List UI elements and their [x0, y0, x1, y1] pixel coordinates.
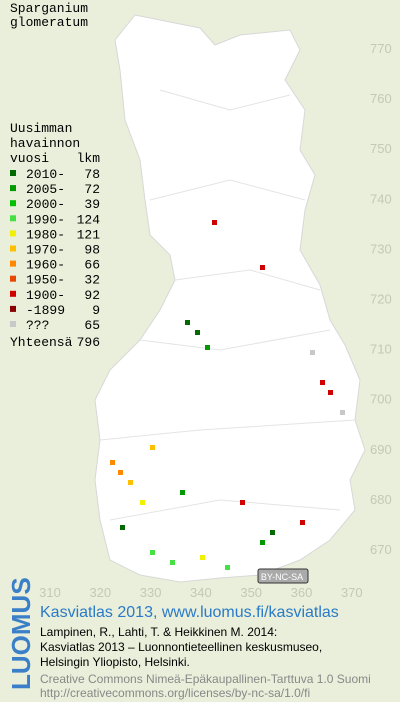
legend-count: 65: [84, 318, 100, 333]
citation: Kasviatlas 2013 – Luonnontieteellinen ke…: [40, 640, 322, 654]
count-header: lkm: [77, 151, 101, 166]
legend-label: 1990-: [26, 212, 65, 227]
legend-label: ???: [26, 318, 49, 333]
legend-swatch: [10, 230, 16, 237]
legend-count: 98: [84, 243, 100, 258]
legend-heading: Uusimman: [10, 121, 72, 136]
legend-label: 2010-: [26, 167, 65, 182]
legend-swatch: [10, 321, 16, 327]
east-label: 360: [291, 585, 313, 600]
north-label: 750: [370, 141, 392, 156]
east-label: 310: [39, 585, 61, 600]
finland-outline: [94, 14, 366, 583]
legend-label: 1980-: [26, 227, 65, 242]
cc-badge: BY-NC-SA: [257, 568, 309, 584]
legend-heading: havainnon: [10, 136, 80, 151]
north-label: 690: [370, 442, 392, 457]
legend-count: 124: [77, 212, 101, 227]
total-count: 796: [77, 335, 100, 350]
north-label: 700: [370, 392, 392, 407]
east-label: 350: [240, 585, 262, 600]
legend-count: 39: [84, 197, 100, 212]
legend-label: 1950-: [26, 273, 65, 288]
east-label: 340: [190, 585, 212, 600]
north-label: 720: [370, 292, 392, 307]
legend-swatch: [10, 275, 16, 282]
north-label: 680: [370, 492, 392, 507]
legend-count: 78: [84, 167, 100, 182]
legend-count: 72: [84, 182, 100, 197]
legend-label: 1970-: [26, 243, 65, 258]
legend-count: 32: [84, 273, 100, 288]
legend-swatch: [10, 260, 16, 267]
east-label: 370: [341, 585, 363, 600]
license: Creative Commons Nimeä-Epäkaupallinen-Ta…: [40, 672, 371, 686]
legend-label: 1960-: [26, 258, 65, 273]
legend-heading: vuosi: [10, 151, 49, 166]
legend-swatch: [10, 245, 16, 252]
total-label: Yhteensä: [10, 335, 73, 350]
citation: Helsingin Yliopisto, Helsinki.: [40, 655, 190, 669]
legend-label: -1899: [26, 303, 65, 318]
legend-swatch: [10, 200, 16, 207]
legend-swatch: [10, 290, 16, 297]
region-borders: [99, 89, 356, 521]
license: http://creativecommons.org/licenses/by-n…: [40, 686, 310, 700]
title-line: glomeratum: [10, 15, 88, 30]
legend-swatch: [10, 185, 16, 192]
north-label: 730: [370, 241, 392, 256]
legend-label: 2000-: [26, 197, 65, 212]
east-label: 330: [140, 585, 162, 600]
north-label: 710: [370, 342, 392, 357]
north-label: 740: [370, 191, 392, 206]
legend-count: 121: [77, 227, 101, 242]
legend-label: 1900-: [26, 288, 65, 303]
east-label: 320: [89, 585, 111, 600]
brand: LUOMUS: [6, 577, 36, 690]
north-label: 770: [370, 41, 392, 56]
legend-swatch: [10, 170, 16, 176]
headline: Kasviatlas 2013, www.luomus.fi/kasviatla…: [40, 604, 339, 621]
north-label: 760: [370, 91, 392, 106]
legend-swatch: [10, 305, 16, 312]
legend-count: 9: [92, 303, 100, 318]
legend-swatch: [10, 215, 16, 222]
badge-text: BY-NC-SA: [261, 572, 303, 582]
citation: Lampinen, R., Lahti, T. & Heikkinen M. 2…: [40, 625, 277, 639]
north-label: 670: [370, 542, 392, 557]
occurrence-squares: [110, 220, 345, 570]
title-line: Sparganium: [10, 1, 88, 16]
legend-count: 66: [84, 258, 100, 273]
legend-count: 92: [84, 288, 100, 303]
legend-label: 2005-: [26, 182, 65, 197]
